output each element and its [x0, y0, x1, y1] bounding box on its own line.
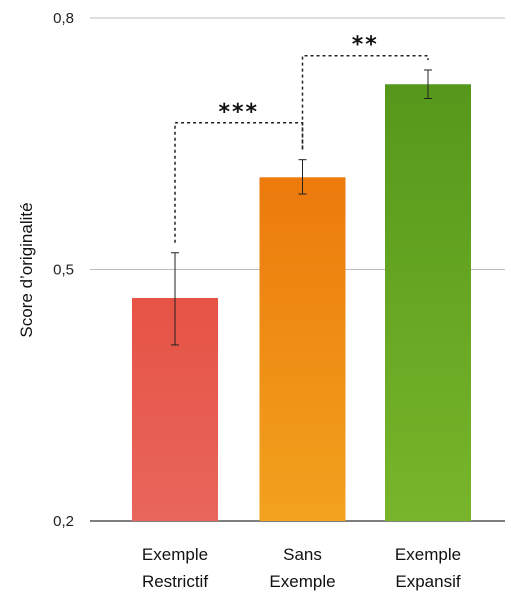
category-label: Restrictif: [142, 572, 208, 591]
x-category-labels: Exemple Restrictif Sans Exemple Exemple Expan…: [142, 545, 461, 591]
y-tick-label: 0,2: [53, 513, 74, 530]
y-tick-labels: 0,2 0,5 0,8: [53, 10, 74, 530]
category-label: Expansif: [395, 572, 460, 591]
y-axis-label: Score d’originalité: [17, 202, 36, 337]
bar: [259, 177, 346, 522]
y-tick-label: 0,5: [53, 262, 74, 279]
error-bars: [171, 69, 432, 346]
bars: [132, 84, 471, 522]
significance-brackets: *****: [174, 33, 429, 243]
category-label: Exemple: [142, 545, 208, 564]
category-label: Exemple: [269, 572, 335, 591]
significance-label: ***: [218, 100, 259, 125]
category-label: Sans: [283, 545, 322, 564]
y-tick-label: 0,8: [53, 10, 74, 27]
significance-label: **: [352, 33, 379, 58]
category-label: Exemple: [395, 545, 461, 564]
significance-bracket: [301, 54, 429, 150]
bar: [385, 84, 471, 521]
